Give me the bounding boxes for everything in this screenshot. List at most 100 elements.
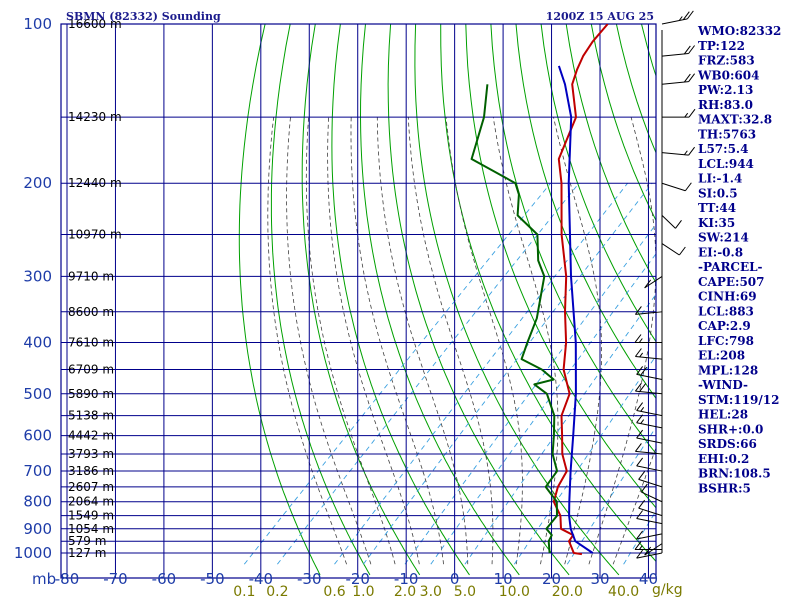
height-label: 1054 m — [68, 522, 114, 536]
mixing-ratio-line — [277, 182, 580, 565]
sounding-indices-panel: WMO:82332TP:122FRZ:583WB0:604PW:2.13RH:8… — [697, 24, 781, 495]
pressure-tick-label: 600 — [23, 427, 52, 445]
wind-barb — [636, 457, 663, 472]
sounding-index-text: EHI:0.2 — [698, 452, 749, 466]
wind-barb — [636, 402, 663, 417]
plot-frame — [60, 23, 657, 579]
mixing-ratio-label: 5.0 — [454, 584, 476, 600]
mixing-ratio-label: 0.2 — [266, 584, 288, 600]
sounding-index-text: EI:-0.8 — [698, 245, 743, 259]
height-label: 14230 m — [68, 110, 122, 124]
pressure-tick-label: 100 — [23, 15, 52, 33]
height-labels: 16600 m 14230 m 12440 m 10970 m 9710 m 8600 m… — [68, 17, 122, 560]
sounding-index-text: L57:5.4 — [698, 142, 748, 156]
sounding-index-text: MAXT:32.8 — [698, 113, 772, 127]
height-label: 9710 m — [68, 269, 114, 283]
wind-barb — [662, 108, 696, 118]
height-label: 579 m — [68, 534, 106, 548]
sounding-index-text: LI:-1.4 — [698, 172, 742, 186]
pressure-unit-label: mb — [32, 570, 56, 588]
sounding-index-text: MPL:128 — [698, 363, 758, 377]
pressure-temperature-grid — [60, 23, 657, 579]
parcel-trace — [557, 65, 594, 554]
height-label: 5890 m — [68, 387, 114, 401]
mixing-ratio-label: 1.0 — [352, 584, 374, 600]
mixing-ratio-label: 10.0 — [499, 584, 530, 600]
mixing-ratio-unit-label: g/kg — [652, 582, 683, 598]
mixing-ratio-line — [363, 182, 653, 565]
height-label: 12440 m — [68, 176, 122, 190]
sounding-index-text: BSHR:5 — [698, 481, 751, 495]
wind-barb — [636, 414, 663, 429]
height-label: 2064 m — [68, 495, 114, 509]
temperature-tick-label: 10 — [494, 570, 513, 588]
temperature-tick-label: 40 — [639, 570, 658, 588]
mixing-ratio-label: 40.0 — [608, 584, 639, 600]
sounding-index-text: SI:0.5 — [698, 186, 738, 200]
mixing-ratio-label: 2.0 — [394, 584, 416, 600]
temperature-profile — [552, 24, 609, 556]
sounding-index-text: HEL:28 — [698, 408, 748, 422]
wind-barb — [635, 382, 663, 395]
sounding-index-text: TT:44 — [698, 201, 736, 215]
sounding-index-text: TP:122 — [698, 39, 745, 53]
pressure-tick-label: 700 — [23, 462, 52, 480]
wind-barb — [634, 541, 662, 551]
temperature-tick-label: -10 — [394, 570, 419, 588]
wind-barb — [661, 182, 692, 192]
wind-barb — [638, 471, 663, 488]
height-label: 16600 m — [68, 17, 122, 31]
mixing-ratio-lines — [243, 182, 656, 565]
wind-barb — [636, 549, 663, 559]
temperature-tick-label: -80 — [55, 570, 80, 588]
sounding-index-text: LCL:883 — [698, 304, 754, 318]
temperature-tick-label: -70 — [103, 570, 128, 588]
wind-barb — [635, 348, 663, 360]
mixing-ratio-line — [464, 293, 656, 565]
pressure-tick-label: 400 — [23, 333, 52, 351]
mixing-ratio-line — [623, 510, 656, 565]
station-title: SBMN (82332) Sounding — [66, 10, 221, 23]
sounding-index-text: LCL:944 — [698, 157, 754, 171]
sounding-index-text: PW:2.13 — [698, 83, 753, 97]
mixing-ratio-line — [513, 355, 656, 565]
sounding-index-text: CINH:69 — [698, 290, 757, 304]
sounding-index-text: BRN:108.5 — [698, 467, 771, 481]
pressure-tick-label: 900 — [23, 520, 52, 538]
temperature-tick-label: -30 — [297, 570, 322, 588]
height-label: 127 m — [68, 546, 106, 560]
sounding-index-text: -PARCEL- — [698, 260, 763, 274]
dry-adiabat-line — [515, 24, 656, 400]
mixing-ratio-label: 3.0 — [420, 584, 442, 600]
height-label: 1549 m — [68, 509, 114, 523]
mixing-ratio-line — [404, 223, 656, 565]
wind-barb — [661, 146, 695, 156]
mixing-ratio-line — [566, 426, 656, 565]
temperature-tick-label: 30 — [590, 570, 609, 588]
temperature-axis-labels: -80 -70 -60 -50 -40 -30 -20 -10 0 10 20 30 40 — [55, 570, 658, 588]
wind-barb — [661, 45, 695, 57]
wind-barb — [634, 334, 662, 343]
sounding-index-text: SW:214 — [698, 231, 749, 245]
sounding-index-text: CAP:2.9 — [698, 319, 751, 333]
dewpoint-profile — [470, 84, 559, 554]
height-label: 3186 m — [68, 464, 114, 478]
sounding-index-text: WMO:82332 — [697, 24, 781, 38]
sounding-index-text: WB0:604 — [697, 68, 759, 82]
height-label: 4442 m — [68, 429, 114, 443]
mixing-ratio-line — [334, 182, 628, 565]
wind-barb — [640, 483, 663, 503]
time-label: 1200Z 15 AUG 25 — [546, 10, 654, 23]
sounding-index-text: LFC:798 — [698, 334, 754, 348]
temperature-tick-label: 0 — [450, 570, 460, 588]
wind-barb — [644, 275, 663, 289]
temperature-tick-label: -40 — [249, 570, 274, 588]
sounding-index-text: -WIND- — [698, 378, 748, 392]
height-label: 10970 m — [68, 228, 122, 242]
height-label: 2607 m — [68, 480, 114, 494]
mixing-ratio-label: 20.0 — [552, 584, 583, 600]
wind-barb — [636, 429, 663, 444]
wind-barb — [661, 243, 686, 256]
height-label: 8600 m — [68, 305, 114, 319]
